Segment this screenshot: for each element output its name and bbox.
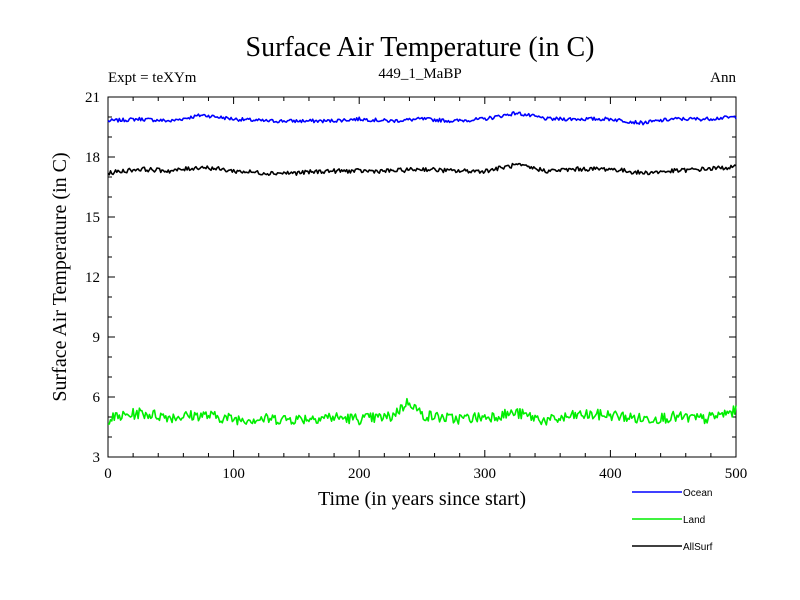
y-tick-label: 9: [93, 330, 101, 346]
series-line-ocean: [107, 111, 737, 126]
y-tick-label: 6: [93, 390, 101, 406]
x-tick-label: 400: [599, 466, 622, 482]
y-tick-label: 12: [85, 270, 100, 286]
legend-label-allsurf: AllSurf: [683, 542, 713, 553]
series-line-allsurf: [107, 162, 737, 176]
legend-label-land: Land: [683, 515, 705, 526]
x-tick-label: 0: [104, 466, 112, 482]
y-tick-label: 18: [85, 150, 100, 166]
series-layer: [107, 111, 737, 426]
x-tick-label: 500: [725, 466, 748, 482]
y-tick-label: 21: [85, 90, 100, 106]
x-axis-label: Time (in years since start): [318, 488, 526, 510]
legend-label-ocean: Ocean: [683, 488, 712, 499]
experiment-label: Expt = teXYm: [108, 70, 197, 86]
chart-title: Surface Air Temperature (in C): [246, 32, 595, 63]
y-tick-label: 3: [93, 450, 101, 466]
axis-ticks: 0 100 200 300 400 500 3 6 9 12 15 18 21: [85, 90, 747, 482]
x-tick-label: 300: [474, 466, 497, 482]
y-axis-label: Surface Air Temperature (in C): [49, 152, 71, 401]
y-tick-label: 15: [85, 210, 100, 226]
x-tick-label: 100: [222, 466, 245, 482]
x-tick-label: 200: [348, 466, 371, 482]
series-line-land: [108, 397, 737, 426]
run-label: 449_1_MaBP: [378, 66, 461, 82]
season-label: Ann: [710, 70, 736, 86]
legend: Ocean Land AllSurf: [632, 488, 713, 553]
plot-frame: [107, 96, 737, 458]
